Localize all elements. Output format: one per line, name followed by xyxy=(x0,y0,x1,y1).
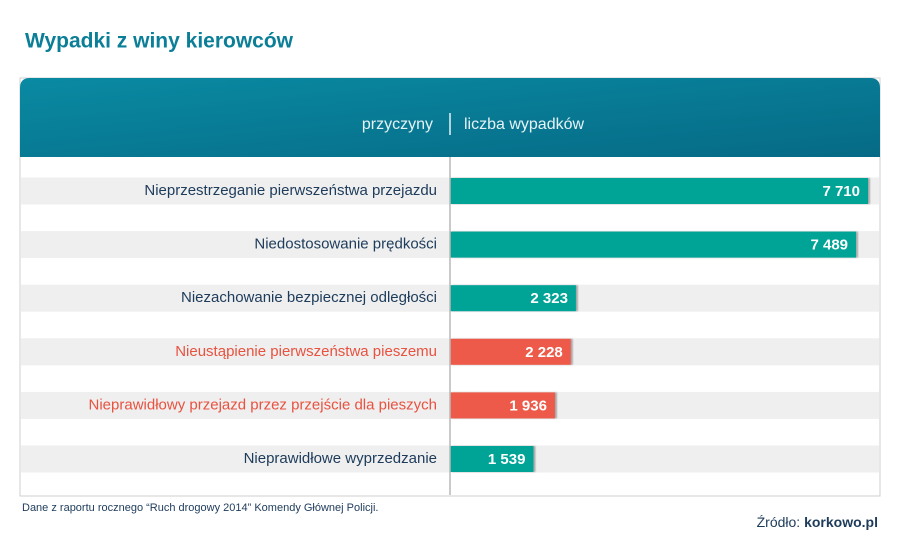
bar xyxy=(450,392,555,419)
category-label: Nieustąpienie pierwszeństwa pieszemu xyxy=(175,343,437,360)
category-label: Niezachowanie bezpiecznej odległości xyxy=(181,289,437,306)
footer-note: Dane z raportu rocznego “Ruch drogowy 20… xyxy=(22,502,378,514)
bar xyxy=(450,178,868,204)
category-label: Nieprawidłowy przejazd przez przejście d… xyxy=(89,396,437,413)
category-label: Nieprzestrzeganie pierwszeństwa przejazd… xyxy=(144,182,437,199)
value-label: 2 323 xyxy=(530,290,568,307)
value-label: 2 228 xyxy=(525,344,563,361)
source-label: Źródło: xyxy=(757,514,801,530)
chart-title: Wypadki z winy kierowców xyxy=(25,30,294,53)
value-label: 1 936 xyxy=(509,397,547,414)
bar xyxy=(450,231,857,258)
header-right: liczba wypadków xyxy=(464,116,585,133)
bar xyxy=(450,285,576,312)
source-name: korkowo.pl xyxy=(804,514,878,530)
value-label: 1 539 xyxy=(488,451,526,468)
value-label: 7 489 xyxy=(810,237,848,254)
bar xyxy=(450,338,571,365)
source: Źródło: korkowo.pl xyxy=(757,514,878,530)
value-label: 7 710 xyxy=(822,183,860,200)
category-label: Nieprawidłowe wyprzedzanie xyxy=(244,450,437,467)
bar xyxy=(450,446,534,472)
header-left: przyczyny xyxy=(362,116,433,133)
category-label: Niedostosowanie prędkości xyxy=(254,236,437,253)
